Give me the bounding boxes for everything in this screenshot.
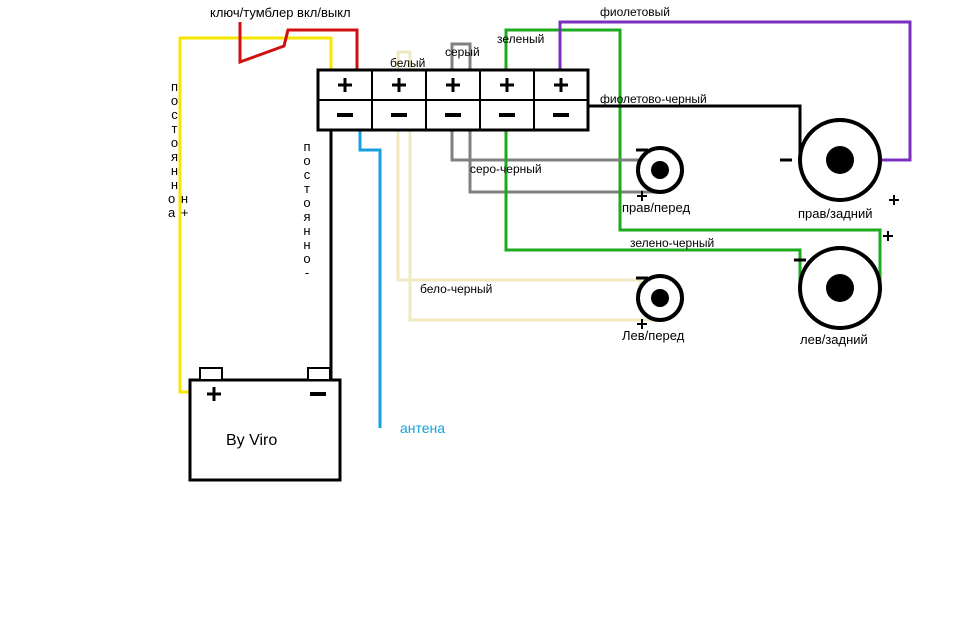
blue-antenna <box>360 122 380 428</box>
label-white-black: бело-черный <box>420 282 492 296</box>
label-rear-right: прав/задний <box>798 206 873 221</box>
label-grey-black: серо-черный <box>470 162 542 176</box>
label-violet: фиолетовый <box>600 5 670 19</box>
label-grey: серый <box>445 45 480 59</box>
label-switch: ключ/тумблер вкл/выкл <box>210 5 351 20</box>
label-constant-minus: п о с т о я н н о - <box>300 140 314 280</box>
label-antenna: антена <box>400 420 445 436</box>
label-white: белый <box>390 56 425 70</box>
label-battery: By Viro <box>226 432 277 450</box>
wiring-diagram <box>0 0 960 626</box>
label-green-black: зелено-черный <box>630 236 714 250</box>
label-rear-left: лев/задний <box>800 332 868 347</box>
violet-black-rear-right-minus <box>567 106 800 155</box>
label-constant-plus: п о с т о я н н о н а + <box>168 80 182 220</box>
label-green: зеленый <box>497 32 544 46</box>
label-front-left: Лев/перед <box>622 328 684 343</box>
white-black-front-left-minus <box>398 122 640 298</box>
label-front-right: прав/перед <box>622 200 690 215</box>
label-violet-black: фиолетово-черный <box>600 92 707 106</box>
